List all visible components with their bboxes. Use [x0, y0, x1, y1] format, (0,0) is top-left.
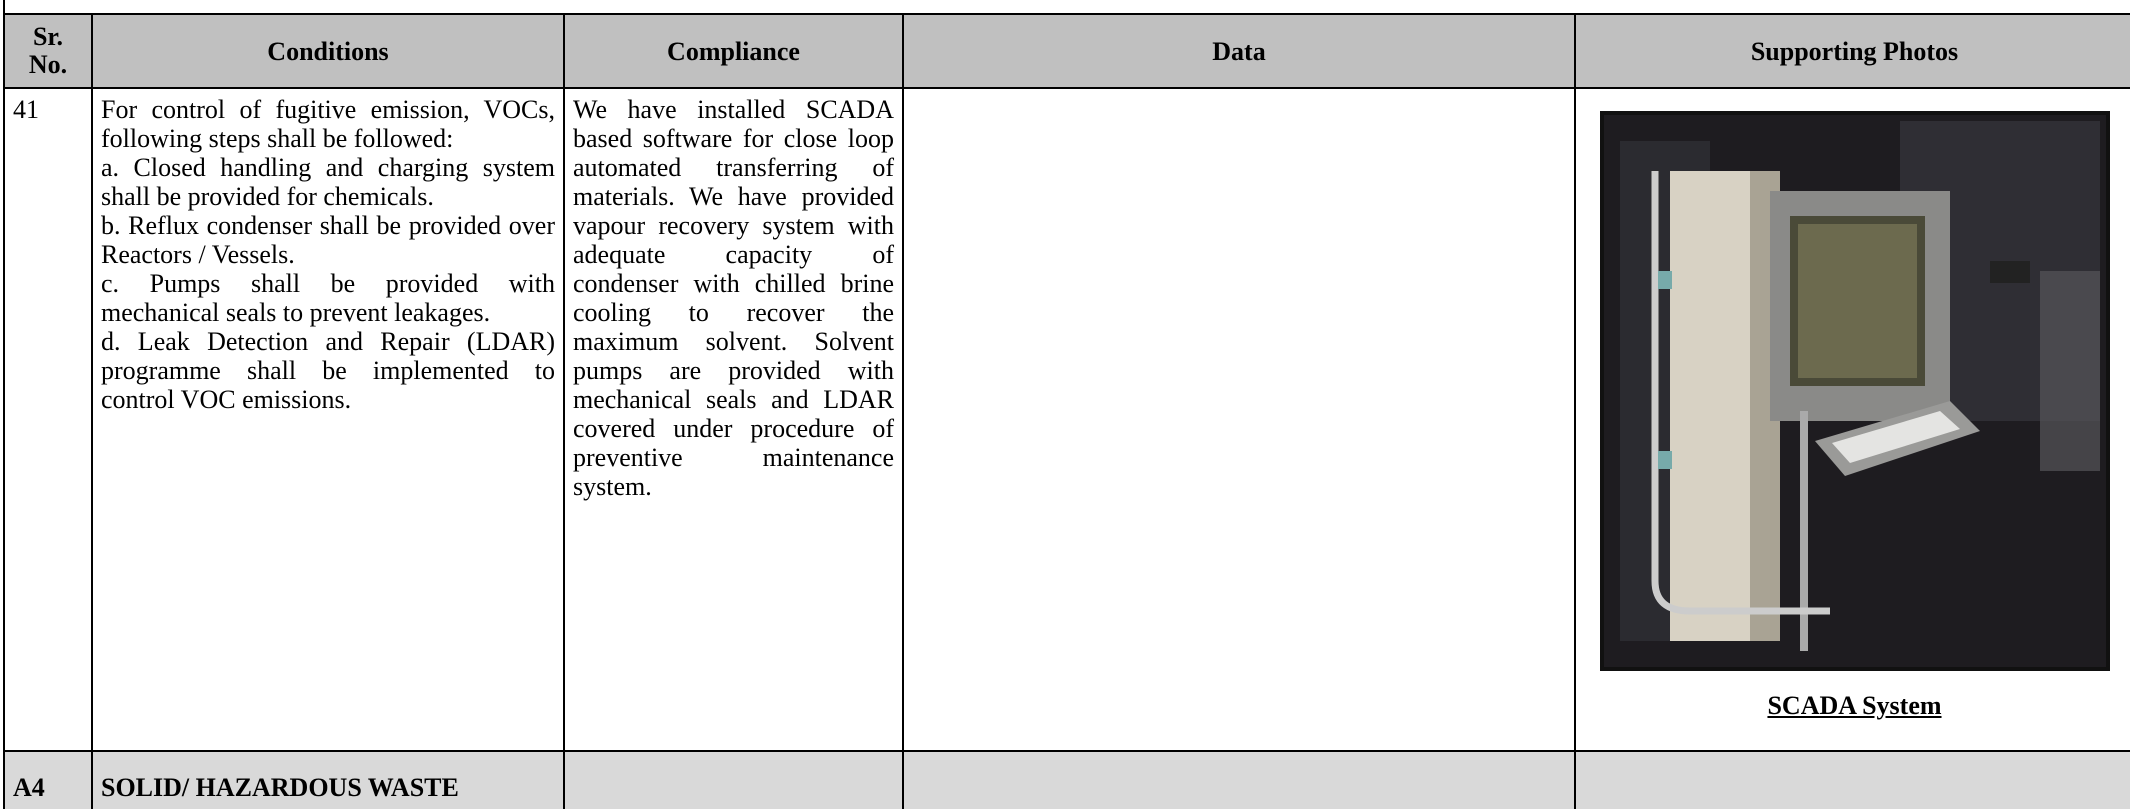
- condition: For control of fugitive emission, VOCs, …: [101, 95, 555, 153]
- condition: a. Closed handling and charging system s…: [101, 153, 555, 211]
- section-title: SOLID/ HAZARDOUS WASTE: [91, 750, 565, 809]
- condition: c. Pumps shall be provided with mechanic…: [101, 269, 555, 327]
- sr-cell: 41: [3, 87, 93, 752]
- sr-cell: A4: [3, 750, 93, 809]
- compliance-table: Sr. No. Conditions Compliance Data Suppo…: [3, 13, 2130, 809]
- header-row: Sr. No. Conditions Compliance Data Suppo…: [3, 13, 2130, 89]
- header-cell: Supporting Photos: [1574, 13, 2130, 89]
- header-cell: Compliance: [563, 13, 904, 89]
- photo: [1599, 111, 2110, 671]
- empty-cell: [902, 750, 1576, 809]
- photo-cell: SCADA System: [1574, 87, 2130, 752]
- header-cell: Conditions: [91, 13, 565, 89]
- conditions-cell: For control of fugitive emission, VOCs, …: [91, 87, 565, 752]
- section-row: A4 SOLID/ HAZARDOUS WASTE: [3, 750, 2130, 809]
- data-cell: [902, 87, 1576, 752]
- table-row: 41 For control of fugitive emission, VOC…: [3, 87, 2130, 752]
- header-cell: Data: [902, 13, 1576, 89]
- empty-cell: [563, 750, 904, 809]
- header-cell: Sr. No.: [3, 13, 93, 89]
- compliance-cell: We have installed SCADA based software f…: [563, 87, 904, 752]
- border: [3, 0, 5, 14]
- condition: d. Leak Detection and Repair (LDAR) prog…: [101, 327, 555, 414]
- condition: b. Reflux condenser shall be provided ov…: [101, 211, 555, 269]
- photo-caption: SCADA System: [1767, 691, 1942, 720]
- empty-cell: [1574, 750, 2130, 809]
